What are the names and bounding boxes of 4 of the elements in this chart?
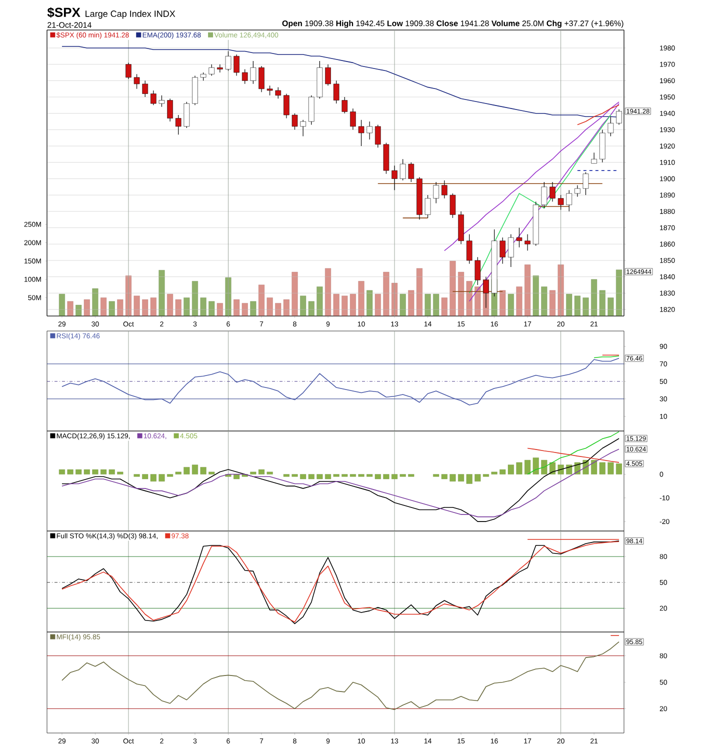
- text: 21-Oct-2014: [48, 22, 92, 28]
- chart-subtitle: Large Cap Index INDX: [86, 10, 176, 19]
- chart-title: $SPX: [47, 7, 80, 18]
- text: Open 1909.38 High 1942.45 Low 1909.38 Close 1941.28 Volume 25.0M Chg +37.27 (+1.96%): [282, 20, 624, 28]
